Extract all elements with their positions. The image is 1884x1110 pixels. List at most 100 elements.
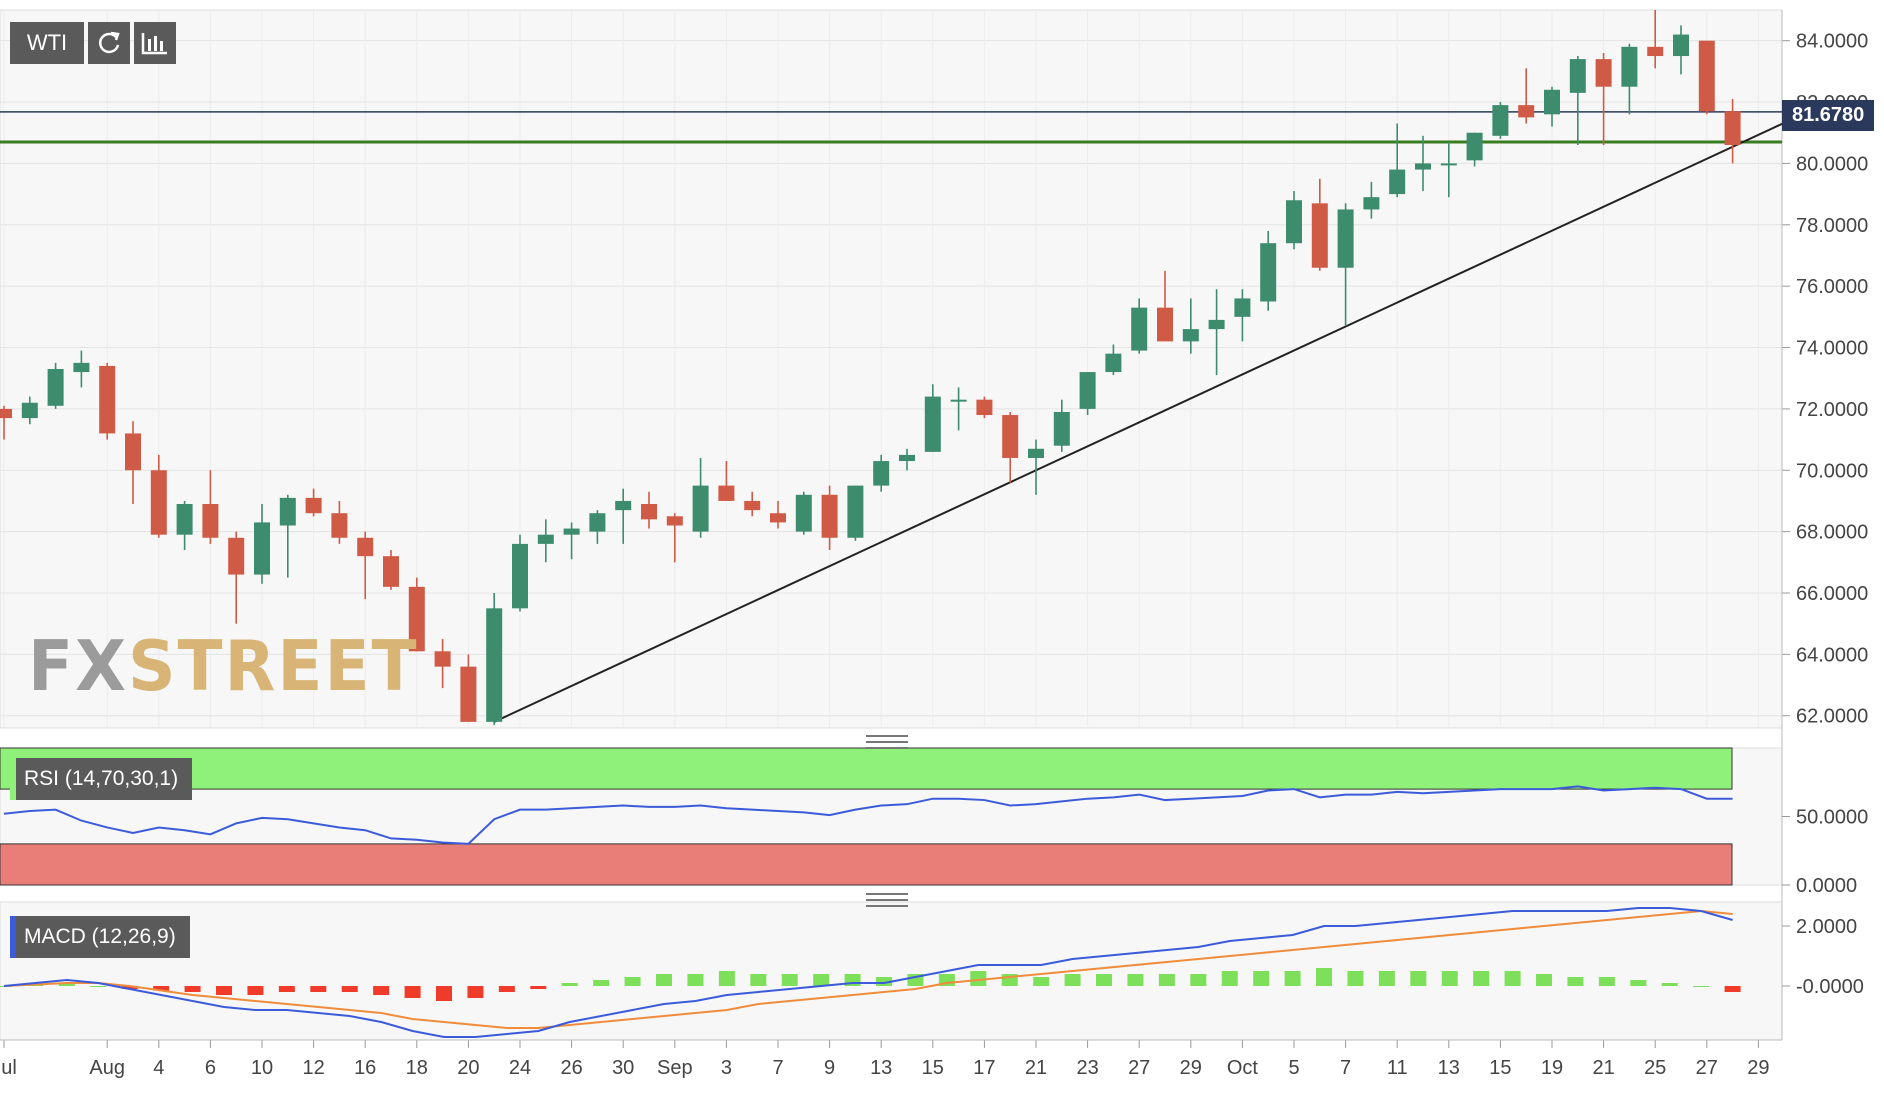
candle bbox=[408, 577, 425, 652]
candle bbox=[150, 454, 167, 538]
ascending-trendline bbox=[493, 119, 1790, 723]
macd-histogram-bar bbox=[1724, 986, 1741, 992]
current-price-tag: 81.6780 bbox=[1782, 100, 1875, 131]
candle-body bbox=[1724, 111, 1741, 146]
time-tick-label: 11 bbox=[1387, 1057, 1408, 1079]
macd-histogram-bar bbox=[1630, 980, 1647, 986]
candle-body bbox=[1698, 40, 1715, 112]
candle-body bbox=[99, 365, 116, 434]
candle bbox=[434, 639, 451, 689]
candle-body bbox=[1311, 203, 1328, 268]
macd-histogram-bar bbox=[467, 986, 484, 998]
candle-body bbox=[408, 586, 425, 652]
candle bbox=[202, 470, 219, 544]
bar-chart-icon[interactable] bbox=[134, 22, 176, 64]
macd-histogram-bar bbox=[278, 986, 295, 992]
candle bbox=[1440, 141, 1457, 198]
candle-body bbox=[1260, 243, 1277, 302]
macd-line bbox=[3, 907, 1733, 1038]
candle bbox=[331, 500, 348, 544]
time-tick-label: 15 bbox=[1489, 1057, 1511, 1079]
time-tick-label: 13 bbox=[1438, 1057, 1460, 1079]
candle bbox=[950, 387, 967, 431]
macd-resize-handle[interactable] bbox=[866, 893, 908, 907]
candle-body bbox=[1337, 209, 1354, 268]
macd-histogram-bar bbox=[1536, 974, 1553, 986]
candle-body bbox=[228, 537, 245, 575]
macd-histogram-bar bbox=[121, 986, 138, 989]
candle-body bbox=[873, 461, 890, 486]
price-tick-label: 80.0000 bbox=[1796, 153, 1868, 175]
time-tick-label: 19 bbox=[1541, 1057, 1563, 1079]
candle-body bbox=[770, 513, 786, 523]
candle-body bbox=[641, 504, 657, 520]
refresh-icon[interactable] bbox=[88, 22, 130, 64]
macd-histogram-bar bbox=[750, 974, 767, 986]
price-tick-label: 68.0000 bbox=[1796, 522, 1868, 544]
time-tick-label: 9 bbox=[824, 1057, 835, 1079]
candle bbox=[1053, 399, 1070, 452]
time-tick-label: 10 bbox=[251, 1057, 273, 1079]
macd-histogram-bar bbox=[593, 980, 610, 986]
candle bbox=[692, 457, 709, 538]
candle bbox=[1105, 344, 1122, 376]
macd-histogram-bar bbox=[1378, 971, 1395, 986]
candle bbox=[1621, 43, 1638, 115]
macd-histogram-bar bbox=[404, 986, 421, 998]
candle bbox=[718, 461, 735, 501]
candle-body bbox=[666, 516, 683, 526]
candle bbox=[1544, 86, 1560, 127]
candle-body bbox=[1002, 415, 1019, 458]
candle-body bbox=[254, 522, 270, 575]
candle bbox=[254, 504, 270, 584]
time-tick-label: 12 bbox=[302, 1057, 324, 1079]
candle bbox=[1311, 178, 1328, 271]
candle bbox=[537, 519, 554, 563]
rsi-oversold-zone bbox=[0, 843, 1733, 886]
candle bbox=[1208, 289, 1225, 376]
symbol-button[interactable]: WTI bbox=[10, 22, 84, 64]
macd-histogram-bar bbox=[813, 974, 830, 986]
time-tick-label: 29 bbox=[1747, 1057, 1769, 1079]
rsi-label-text: RSI (14,70,30,1) bbox=[24, 767, 179, 790]
candle-body bbox=[202, 504, 219, 538]
candle-body bbox=[1518, 105, 1535, 118]
candle-body bbox=[305, 497, 322, 514]
time-tick-label: 17 bbox=[973, 1057, 995, 1079]
candle bbox=[847, 485, 864, 541]
fxstreet-watermark: FXSTREET bbox=[28, 626, 419, 707]
candle-body bbox=[1544, 89, 1560, 115]
candle-body bbox=[1105, 353, 1122, 373]
candle bbox=[1002, 411, 1019, 483]
candle-body bbox=[1286, 200, 1302, 244]
candle-body bbox=[383, 556, 399, 587]
candle bbox=[1286, 191, 1302, 250]
candle bbox=[899, 448, 915, 471]
candle-body bbox=[331, 513, 348, 538]
candle-body bbox=[1569, 59, 1586, 93]
candle-body bbox=[718, 485, 735, 501]
candle-body bbox=[279, 497, 296, 526]
rsi-tick-label: 50.0000 bbox=[1796, 807, 1868, 829]
rsi-resize-handle[interactable] bbox=[866, 735, 908, 749]
candle-body bbox=[1595, 59, 1612, 87]
macd-histogram-bar bbox=[561, 983, 578, 986]
macd-histogram-bar bbox=[1693, 986, 1710, 987]
macd-histogram-bar bbox=[498, 986, 515, 992]
price-tick-label: 84.0000 bbox=[1796, 31, 1868, 53]
candle bbox=[1518, 68, 1535, 124]
candle bbox=[666, 513, 683, 563]
candle bbox=[821, 485, 838, 551]
candle-body bbox=[150, 470, 167, 535]
candle bbox=[589, 510, 606, 544]
candle bbox=[305, 488, 322, 517]
candle-body bbox=[692, 485, 709, 532]
candle bbox=[279, 494, 296, 578]
candle bbox=[1157, 270, 1173, 342]
candle-body bbox=[1673, 34, 1689, 57]
macd-histogram-bar bbox=[216, 986, 233, 995]
candle bbox=[1234, 289, 1251, 342]
macd-tick-label: 2.0000 bbox=[1796, 916, 1857, 938]
time-tick-label: 15 bbox=[922, 1057, 944, 1079]
